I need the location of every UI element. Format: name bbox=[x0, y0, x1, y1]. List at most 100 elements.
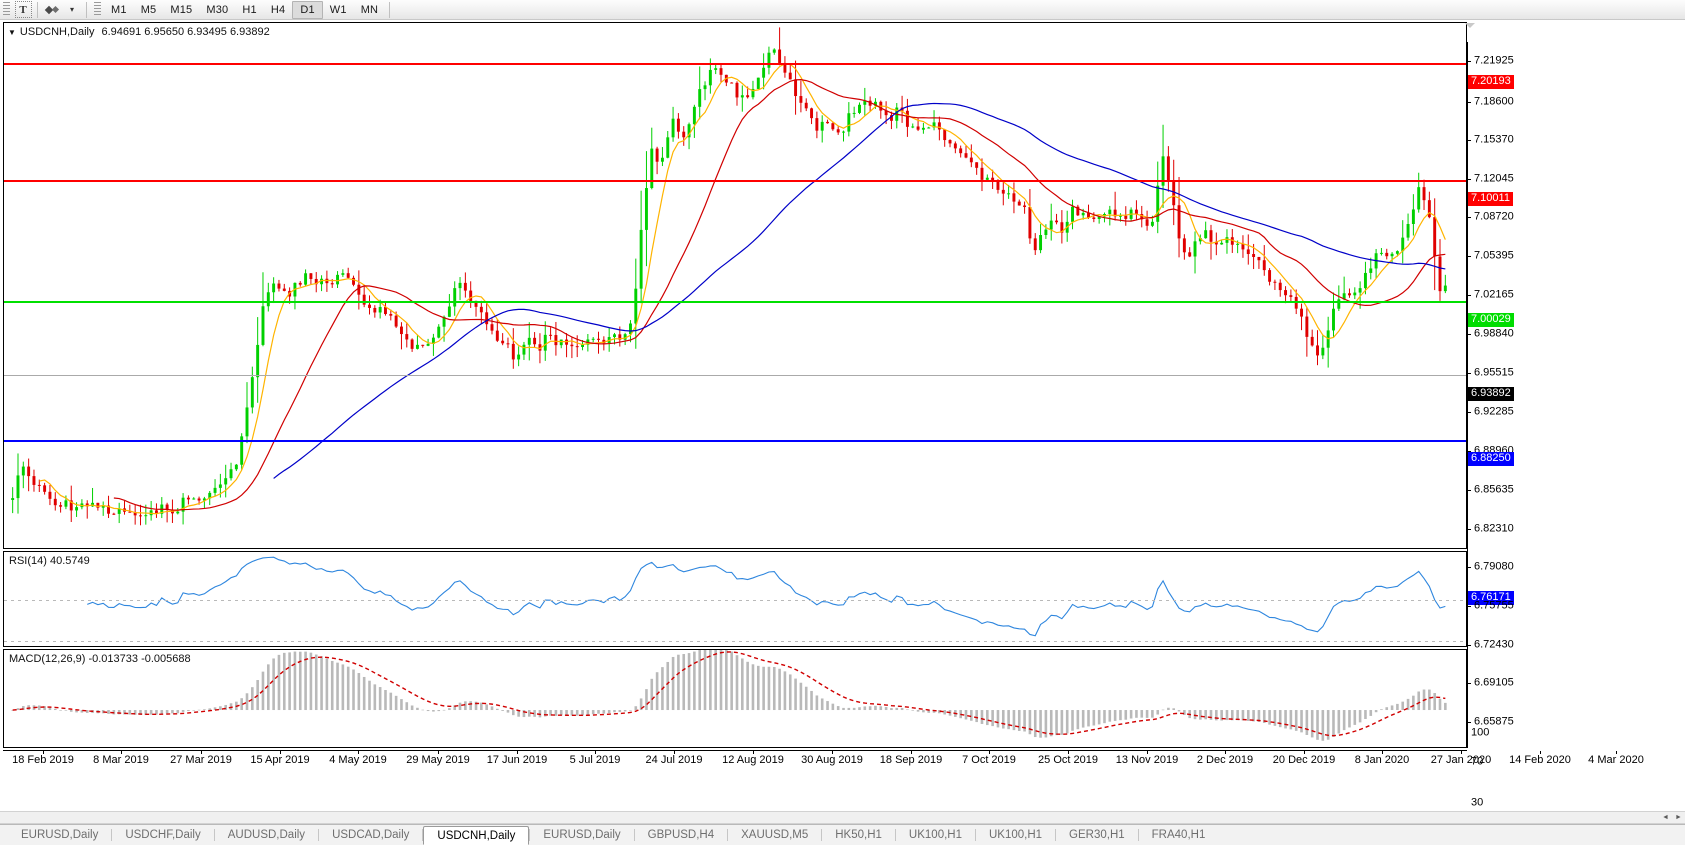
symbol-name: USDCNH,Daily bbox=[19, 26, 95, 38]
date-label: 20 Dec 2019 bbox=[1272, 754, 1336, 766]
macd-pane[interactable]: MACD(12,26,9) -0.013733 -0.005688 bbox=[3, 649, 1467, 748]
date-label: 12 Aug 2019 bbox=[722, 754, 784, 766]
indicators-icon bbox=[44, 5, 60, 14]
chart-tab-eurusd-daily[interactable]: EURUSD,Daily bbox=[543, 829, 621, 841]
candlestick-series bbox=[11, 27, 1447, 526]
tab-divider bbox=[422, 829, 424, 841]
level-line-last-price[interactable] bbox=[4, 375, 1466, 376]
scroll-left-arrow-icon[interactable]: ◄ bbox=[1662, 814, 1669, 821]
toolbar-divider-3 bbox=[389, 1, 391, 18]
chart-tab-usdchf-daily[interactable]: USDCHF,Daily bbox=[125, 829, 201, 841]
date-tick bbox=[1616, 751, 1617, 754]
timeframe-m30[interactable]: M30 bbox=[206, 3, 229, 16]
timeframe-m15[interactable]: M15 bbox=[170, 3, 193, 16]
date-label: 7 Oct 2019 bbox=[962, 754, 1016, 766]
chart-tab-usdcad-daily[interactable]: USDCAD,Daily bbox=[332, 829, 410, 841]
timeframe-h4[interactable]: H4 bbox=[270, 3, 286, 16]
date-tick bbox=[1304, 751, 1305, 754]
pane-collapse-icon[interactable] bbox=[1465, 23, 1475, 28]
rsi-pane[interactable]: RSI(14) 40.5749 bbox=[3, 551, 1467, 647]
symbol-header[interactable]: ▼ USDCNH,Daily 6.94691 6.95650 6.93495 6… bbox=[8, 26, 270, 38]
date-label: 24 Jul 2019 bbox=[645, 754, 703, 766]
macd-pane-inner: MACD(12,26,9) -0.013733 -0.005688 bbox=[4, 650, 1466, 747]
date-tick bbox=[1225, 751, 1226, 754]
price-tick bbox=[1467, 683, 1471, 684]
chart-tab-fra40-h1[interactable]: FRA40,H1 bbox=[1151, 829, 1206, 841]
level-line-pivot[interactable] bbox=[4, 301, 1466, 303]
price-tick bbox=[1467, 412, 1471, 413]
price-tick bbox=[1467, 140, 1471, 141]
price-tick bbox=[1467, 295, 1471, 296]
price-tick-label: 7.02165 bbox=[1474, 288, 1514, 301]
text-tool-button[interactable]: T bbox=[14, 1, 32, 19]
date-axis[interactable]: 18 Feb 2019 8 Mar 2019 27 Mar 2019 15 Apr 2… bbox=[3, 750, 1644, 772]
chevron-down-icon: ▾ bbox=[69, 5, 74, 14]
level-line-resistance-2[interactable] bbox=[4, 63, 1466, 65]
price-tick-label: 6.79080 bbox=[1474, 560, 1514, 573]
price-pane-inner: ▼ USDCNH,Daily 6.94691 6.95650 6.93495 6… bbox=[4, 23, 1466, 548]
price-tick bbox=[1467, 645, 1471, 646]
timeframe-mn[interactable]: MN bbox=[360, 3, 379, 16]
chart-tab-ger30-h1[interactable]: GER30,H1 bbox=[1069, 829, 1125, 841]
macd-series bbox=[11, 650, 1447, 741]
price-level-badge: 6.88250 bbox=[1468, 452, 1514, 466]
scroll-right-arrow-icon[interactable]: ► bbox=[1675, 814, 1682, 821]
date-label: 18 Feb 2019 bbox=[12, 754, 74, 766]
level-line-resistance-1[interactable] bbox=[4, 180, 1466, 182]
symbol-caret-icon[interactable]: ▼ bbox=[8, 27, 16, 37]
tab-divider bbox=[111, 829, 113, 841]
price-tick bbox=[1467, 451, 1471, 452]
timeframe-h1[interactable]: H1 bbox=[242, 3, 257, 16]
timeframe-m5[interactable]: M5 bbox=[140, 3, 157, 16]
level-line-support-1[interactable] bbox=[4, 440, 1466, 442]
date-tick bbox=[595, 751, 596, 754]
price-tick-label: 6.85635 bbox=[1474, 483, 1514, 496]
tab-divider bbox=[974, 829, 976, 841]
price-scale[interactable]: 7.21925 7.20193 7.18600 7.15370 7.12045 7.100… bbox=[1467, 42, 1685, 845]
price-tick bbox=[1467, 373, 1471, 374]
indicators-dropdown-arrow[interactable]: ▾ bbox=[63, 1, 81, 19]
timeframe-d1[interactable]: D1 bbox=[292, 0, 323, 19]
price-tick-label: 6.88960 bbox=[1474, 444, 1514, 457]
price-tick bbox=[1467, 722, 1471, 723]
price-tick-label: 7.05395 bbox=[1474, 249, 1514, 262]
date-label: 14 Feb 2020 bbox=[1509, 754, 1571, 766]
chart-tab-xauusd-m5[interactable]: XAUUSD,M5 bbox=[741, 829, 809, 841]
price-tick bbox=[1467, 102, 1471, 103]
chart-tab-eurusd-daily[interactable]: EURUSD,Daily bbox=[21, 829, 99, 841]
date-label: 2 Dec 2019 bbox=[1196, 754, 1254, 766]
timeframe-group: M1 M5 M15 M30 H1 H4 D1 W1 MN bbox=[104, 0, 385, 19]
chart-tab-uk100-h1[interactable]: UK100,H1 bbox=[908, 829, 962, 841]
tab-divider bbox=[633, 829, 635, 841]
chart-tab-audusd-daily[interactable]: AUDUSD,Daily bbox=[227, 829, 306, 841]
date-label: 25 Oct 2019 bbox=[1038, 754, 1098, 766]
tab-divider bbox=[727, 829, 729, 841]
chart-tab-usdcnh-daily[interactable]: USDCNH,Daily bbox=[423, 826, 530, 845]
chart-tab-uk100-h1[interactable]: UK100,H1 bbox=[988, 829, 1043, 841]
chart-tab-hk50-h1[interactable]: HK50,H1 bbox=[835, 829, 882, 841]
timeframe-m1[interactable]: M1 bbox=[111, 3, 127, 16]
indicators-button[interactable] bbox=[43, 1, 61, 19]
chart-canvas-area[interactable]: ▼ USDCNH,Daily 6.94691 6.95650 6.93495 6… bbox=[0, 20, 1685, 845]
date-tick bbox=[1068, 751, 1069, 754]
price-tick-label: 6.92285 bbox=[1474, 405, 1514, 418]
date-tick bbox=[1147, 751, 1148, 754]
date-label: 27 Mar 2019 bbox=[170, 754, 232, 766]
chart-toolbar: T ▾ M1 M5 M15 M30 H1 H4 D1 W1 MN bbox=[0, 0, 1685, 20]
toolbar-gripper-2[interactable] bbox=[94, 2, 101, 17]
text-tool-icon: T bbox=[14, 1, 32, 18]
chart-tab-bar[interactable]: EURUSD,Daily USDCHF,Daily AUDUSD,Daily USDC… bbox=[0, 824, 1685, 845]
timeframe-w1[interactable]: W1 bbox=[329, 3, 347, 16]
price-pane[interactable]: ▼ USDCNH,Daily 6.94691 6.95650 6.93495 6… bbox=[3, 22, 1467, 549]
price-tick bbox=[1467, 490, 1471, 491]
chart-tab-gbpusd-h4[interactable]: GBPUSD,H4 bbox=[647, 829, 715, 841]
price-tick bbox=[1467, 217, 1471, 218]
price-tick-label: 7.21925 bbox=[1474, 54, 1514, 67]
price-tick bbox=[1467, 334, 1471, 335]
toolbar-gripper-1[interactable] bbox=[3, 2, 10, 17]
horizontal-scrollbar[interactable]: ◄ ► bbox=[0, 811, 1685, 824]
price-tick bbox=[1467, 567, 1471, 568]
price-tick-label: 6.75755 bbox=[1474, 599, 1514, 612]
macd-header: MACD(12,26,9) -0.013733 -0.005688 bbox=[9, 653, 191, 665]
